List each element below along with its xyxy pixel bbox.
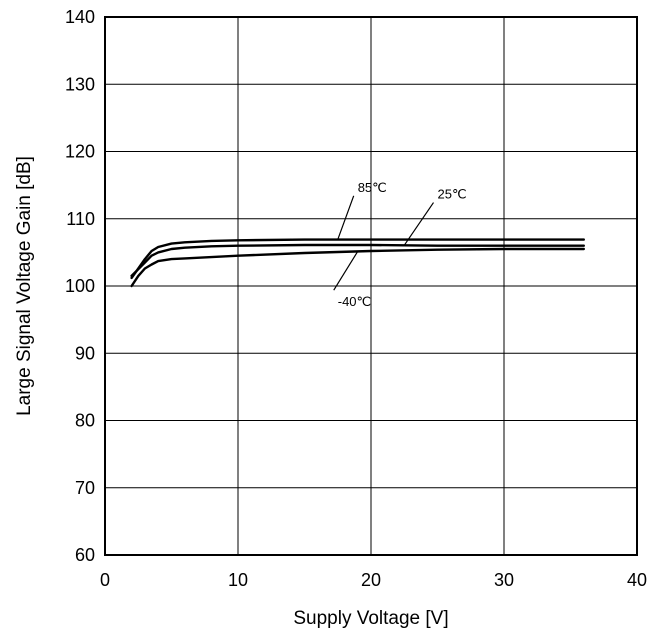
y-tick-label: 140: [65, 7, 95, 27]
annotations: 85℃ 25℃ -40℃: [333, 180, 467, 309]
y-tick-label: 110: [66, 209, 95, 229]
annotation-label: -40℃: [338, 294, 371, 309]
series-line-0: [130, 238, 585, 280]
series-line-1: [130, 243, 585, 278]
x-tick-label: 10: [228, 570, 248, 590]
annotation-leader: [333, 251, 359, 291]
series-lines: [130, 238, 585, 288]
y-tick-label: 90: [75, 343, 95, 363]
annotation-label: 25℃: [438, 187, 467, 202]
annotation-leader: [337, 195, 355, 240]
y-tick-label: 60: [75, 545, 95, 565]
x-tick-label: 0: [100, 570, 110, 590]
y-axis-title: Large Signal Voltage Gain [dB]: [14, 156, 35, 416]
x-tick-label: 40: [627, 570, 647, 590]
y-tick-label: 130: [65, 74, 95, 94]
y-tick-label: 70: [75, 478, 95, 498]
y-tick-label: 120: [65, 142, 95, 162]
y-tick-label: 80: [75, 411, 95, 431]
grid: [105, 17, 637, 555]
series-line-2: [130, 247, 585, 288]
plot-frame: [104, 16, 638, 556]
x-tick-label: 30: [494, 570, 514, 590]
annotation-label: 85℃: [358, 180, 387, 195]
tick-labels: 0 10 20 30 40 60 70 80 90 100 110 120 130 140: [65, 7, 647, 590]
x-axis-title: Supply Voltage [V]: [293, 608, 448, 629]
y-tick-label: 100: [65, 276, 95, 296]
x-tick-label: 20: [361, 570, 381, 590]
annotation-leader: [403, 202, 434, 246]
